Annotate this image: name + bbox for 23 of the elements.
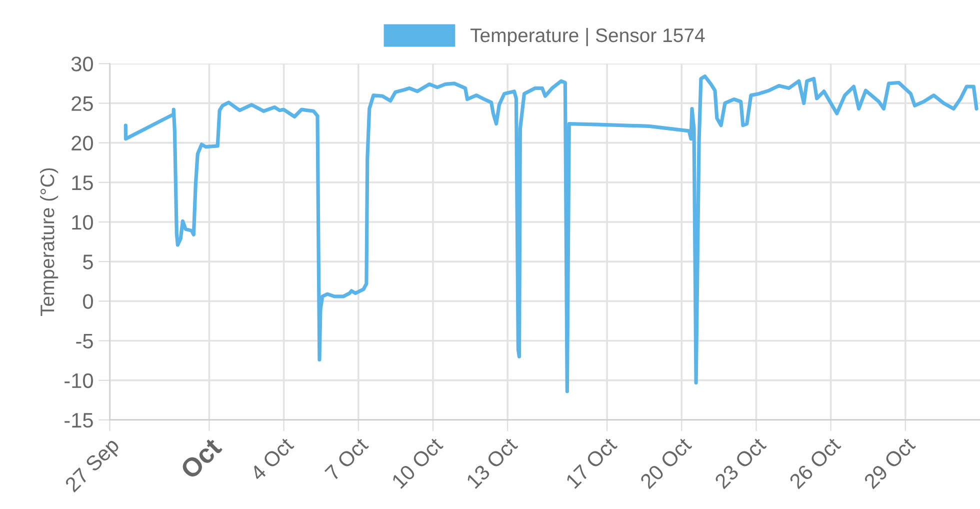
x-tick-label: 4 Oct [249,436,295,482]
x-tick-label: 26 Oct [788,436,842,490]
x-tick-label: Oct [179,436,223,480]
legend-label: Temperature | Sensor 1574 [470,28,705,46]
x-tick-label: 29 Oct [863,436,916,490]
y-tick-label: -15 [64,413,93,428]
x-tick-label: 20 Oct [639,436,692,490]
x-tick-label: 17 Oct [565,436,618,489]
y-tick-label: 5 [83,254,93,270]
y-axis-title: Temperature (°C) [40,168,58,316]
x-tick-label: 13 Oct [466,436,518,489]
y-tick-label: 10 [72,214,93,230]
y-tick-label: 15 [72,176,93,190]
x-tick-label: 27 Sep [64,436,123,496]
x-tick-label: 10 Oct [391,436,444,489]
y-tick-label: 0 [83,294,93,309]
x-tick-label: 7 Oct [324,436,370,482]
y-tick-label: -5 [76,334,93,348]
y-tick-label: 20 [72,136,93,151]
y-tick-label: 25 [72,96,93,111]
x-tick-label: 23 Oct [714,436,767,490]
y-tick-label: -10 [64,373,93,388]
y-tick-label: 30 [71,56,93,72]
